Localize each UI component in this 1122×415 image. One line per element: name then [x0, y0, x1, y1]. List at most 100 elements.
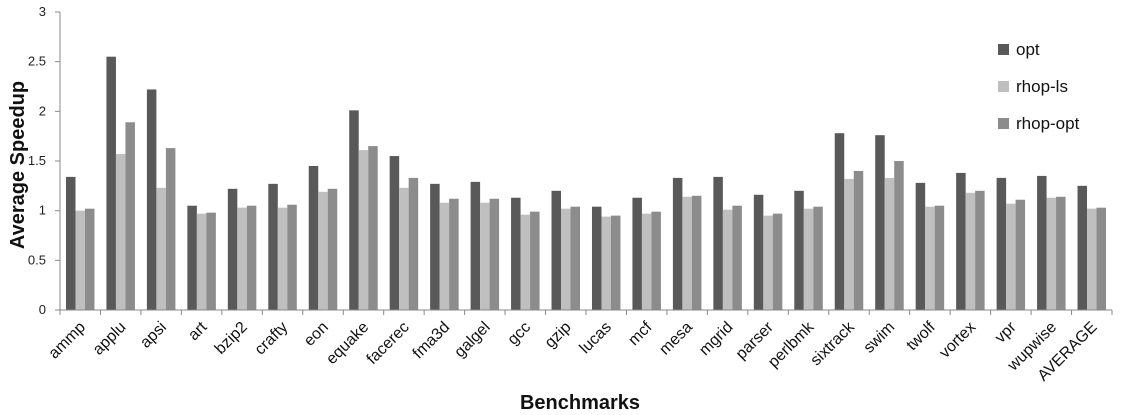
x-tick-label: galgel — [451, 319, 493, 361]
bar-rhop-opt-fma3d — [449, 198, 459, 310]
bar-rhop-ls-apsi — [156, 187, 166, 310]
bar-rhop-opt-facerec — [408, 177, 419, 310]
x-tick-label: gzip — [542, 319, 575, 352]
legend-swatch-rhop-ls — [998, 81, 1009, 92]
bar-rhop-ls-applu — [115, 154, 126, 310]
bar-rhop-ls-vortex — [965, 192, 976, 310]
bar-rhop-ls-mesa — [682, 196, 692, 310]
x-tick-label: vortex — [936, 319, 979, 362]
bar-rhop-opt-gzip — [570, 206, 581, 310]
bar-rhop-opt-twolf — [934, 205, 945, 310]
x-axis-title: Benchmarks — [520, 392, 640, 414]
bar-opt-fma3d — [430, 183, 440, 310]
bar-rhop-ls-bzip2 — [237, 207, 247, 310]
bar-rhop-opt-parser — [772, 213, 783, 310]
x-tick-label: twolf — [903, 318, 939, 354]
bar-rhop-opt-equake — [368, 146, 378, 310]
bar-rhop-ls-wupwise — [1046, 197, 1057, 310]
y-tick-label: 1 — [39, 203, 46, 218]
x-tick-label: eon — [301, 319, 332, 350]
bar-rhop-opt-vortex — [975, 190, 985, 310]
bar-rhop-opt-gcc — [530, 211, 540, 310]
bar-opt-swim — [875, 135, 885, 310]
x-tick-label: applu — [90, 319, 130, 359]
bar-opt-average — [1077, 185, 1088, 310]
x-tick-label: ammp — [46, 319, 90, 363]
bar-rhop-opt-mcf — [651, 211, 661, 310]
bar-rhop-opt-wupwise — [1056, 196, 1066, 310]
bar-rhop-opt-mgrid — [732, 205, 742, 310]
bar-rhop-opt-vpr — [1015, 199, 1026, 310]
bar-opt-gzip — [551, 190, 562, 310]
bar-opt-gcc — [511, 197, 521, 310]
bar-rhop-opt-swim — [894, 161, 904, 310]
x-tick-label: equake — [323, 319, 372, 368]
bar-rhop-ls-average — [1087, 208, 1097, 310]
legend-label-rhop-opt: rhop-opt — [1016, 114, 1080, 133]
bar-opt-mgrid — [713, 176, 723, 310]
bar-rhop-ls-sixtrack — [844, 178, 854, 310]
bar-rhop-ls-gcc — [520, 214, 531, 310]
x-tick-label: gcc — [505, 319, 535, 349]
bar-rhop-opt-applu — [125, 122, 135, 310]
bar-opt-art — [187, 205, 197, 310]
bar-rhop-ls-parser — [763, 215, 773, 310]
bar-rhop-ls-perlbmk — [803, 208, 814, 310]
bar-opt-wupwise — [1037, 175, 1047, 310]
bar-opt-applu — [106, 56, 116, 311]
x-tick-label: vpr — [992, 318, 1020, 346]
bar-rhop-ls-facerec — [399, 187, 409, 310]
bar-rhop-opt-apsi — [165, 148, 176, 310]
x-tick-label: lucas — [577, 319, 615, 357]
bar-rhop-ls-crafty — [277, 207, 288, 310]
bar-rhop-opt-lucas — [610, 215, 621, 310]
bars — [65, 56, 1107, 311]
x-tick-label: bzip2 — [212, 319, 251, 358]
bar-opt-apsi — [146, 89, 157, 310]
bar-opt-eon — [308, 165, 319, 310]
legend: opt rhop-ls rhop-opt — [998, 40, 1080, 133]
bar-opt-crafty — [268, 183, 278, 310]
bar-rhop-opt-sixtrack — [853, 170, 864, 310]
bar-opt-vortex — [956, 172, 966, 310]
bar-rhop-opt-mesa — [691, 195, 702, 310]
y-tick-label: 0.5 — [28, 252, 46, 267]
x-tick-label: sixtrack — [807, 318, 858, 369]
bar-opt-twolf — [915, 182, 926, 310]
bar-rhop-opt-perlbmk — [813, 206, 823, 310]
bar-opt-lucas — [591, 206, 602, 310]
x-tick-label: perlbmk — [765, 318, 818, 371]
y-axis: 0 0.5 1 1.5 2 2.5 3 — [28, 4, 61, 317]
bar-opt-equake — [349, 110, 359, 310]
x-axis: ammp applu apsi art bzip2 crafty eonequakeface… — [46, 309, 1113, 385]
bar-rhop-opt-art — [206, 212, 216, 310]
x-tick-label: mgrid — [696, 319, 736, 359]
y-tick-label: 1.5 — [28, 153, 46, 168]
bar-rhop-ls-galgel — [480, 202, 490, 310]
bar-opt-sixtrack — [834, 133, 845, 310]
x-tick-label: art — [185, 318, 211, 344]
bar-rhop-opt-bzip2 — [246, 205, 257, 310]
bar-rhop-ls-eon — [318, 191, 328, 310]
bar-rhop-ls-vpr — [1006, 203, 1016, 310]
bar-rhop-ls-fma3d — [439, 202, 450, 310]
bar-opt-mesa — [672, 177, 683, 310]
x-tick-label: swim — [861, 319, 899, 357]
bar-rhop-ls-ammp — [75, 210, 85, 310]
bar-rhop-ls-art — [196, 213, 207, 310]
x-tick-label: apsi — [137, 319, 170, 352]
bar-rhop-ls-equake — [358, 150, 369, 310]
legend-swatch-opt — [998, 44, 1009, 55]
bar-opt-mcf — [632, 197, 642, 310]
bar-rhop-opt-average — [1096, 207, 1107, 310]
x-tick-label: fma3d — [410, 319, 453, 362]
bar-opt-perlbmk — [794, 190, 804, 310]
bar-opt-parser — [753, 194, 764, 310]
legend-label-rhop-ls: rhop-ls — [1016, 77, 1068, 96]
x-tick-label: mcf — [625, 318, 656, 349]
bar-rhop-opt-crafty — [287, 204, 297, 310]
y-tick-label: 2 — [39, 103, 46, 118]
bar-rhop-opt-ammp — [84, 208, 95, 310]
bar-rhop-opt-galgel — [489, 198, 500, 310]
bar-rhop-ls-gzip — [561, 208, 571, 310]
